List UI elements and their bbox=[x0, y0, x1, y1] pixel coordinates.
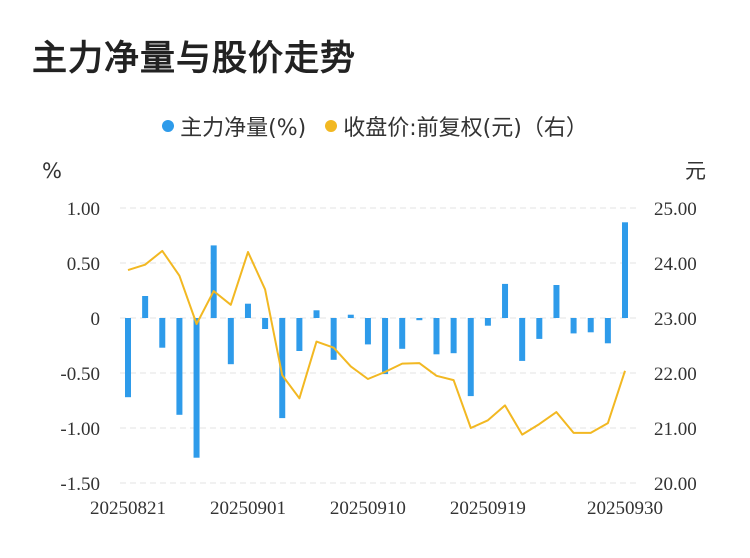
left-tick-label: 0 bbox=[91, 309, 101, 330]
legend-item-price[interactable]: 收盘价:前复权(元)（右） bbox=[325, 110, 588, 142]
net-volume-bar[interactable] bbox=[587, 318, 594, 333]
net-volume-bar[interactable] bbox=[330, 318, 337, 360]
legend-item-net[interactable]: 主力净量(%) bbox=[162, 110, 306, 142]
left-tick-label: -0.50 bbox=[60, 364, 100, 385]
x-tick-label: 20250901 bbox=[210, 498, 286, 519]
legend-marker-net bbox=[162, 120, 175, 132]
net-volume-bar[interactable] bbox=[193, 318, 200, 458]
net-volume-bar[interactable] bbox=[176, 318, 183, 415]
legend-label-price: 收盘价:前复权(元)（右） bbox=[343, 116, 588, 141]
axis-labels: 1.00 0.50 0 -0.50 -1.00 -1.50 25.00 24.00 23.00 2… bbox=[60, 199, 696, 519]
net-volume-bar[interactable] bbox=[244, 303, 251, 318]
left-axis-unit: % bbox=[42, 159, 62, 183]
net-volume-bar[interactable] bbox=[296, 318, 303, 351]
net-volume-bar[interactable] bbox=[364, 318, 371, 345]
net-volume-bar[interactable] bbox=[622, 222, 628, 318]
left-tick-label: -1.00 bbox=[60, 419, 100, 440]
left-tick-label: -1.50 bbox=[60, 474, 100, 495]
chart-title: 主力净量与股价走势 bbox=[32, 39, 357, 79]
net-volume-bar[interactable] bbox=[142, 296, 149, 318]
net-volume-bar[interactable] bbox=[399, 318, 406, 349]
bar-series bbox=[125, 222, 628, 458]
net-volume-bar[interactable] bbox=[313, 310, 320, 318]
left-tick-label: 1.00 bbox=[67, 199, 100, 220]
net-volume-bar[interactable] bbox=[125, 318, 131, 398]
legend-label-net: 主力净量(%) bbox=[180, 116, 307, 141]
right-tick-label: 22.00 bbox=[654, 364, 697, 385]
net-volume-bar[interactable] bbox=[227, 318, 234, 365]
net-volume-bar[interactable] bbox=[553, 285, 560, 318]
x-tick-label: 20250919 bbox=[450, 498, 526, 519]
x-tick-label: 20250930 bbox=[587, 498, 663, 519]
net-volume-bar[interactable] bbox=[519, 318, 526, 361]
net-volume-bar[interactable] bbox=[433, 318, 440, 355]
x-tick-label: 20250910 bbox=[330, 498, 406, 519]
right-axis-unit: 元 bbox=[685, 159, 706, 183]
right-tick-label: 24.00 bbox=[654, 254, 697, 275]
x-tick-label: 20250821 bbox=[90, 498, 166, 519]
net-volume-bar[interactable] bbox=[450, 318, 457, 354]
net-volume-bar[interactable] bbox=[210, 245, 217, 318]
legend-marker-price bbox=[325, 120, 338, 132]
net-volume-bar[interactable] bbox=[484, 318, 491, 326]
net-volume-bar[interactable] bbox=[604, 318, 611, 344]
close-price-line[interactable] bbox=[127, 249, 626, 436]
line-series bbox=[127, 249, 626, 436]
net-volume-bar[interactable] bbox=[416, 318, 423, 321]
net-volume-bar[interactable] bbox=[347, 314, 354, 318]
right-tick-label: 23.00 bbox=[654, 309, 697, 330]
net-volume-bar[interactable] bbox=[570, 318, 577, 334]
net-volume-bar[interactable] bbox=[467, 318, 474, 397]
net-volume-bar[interactable] bbox=[382, 318, 389, 375]
right-tick-label: 20.00 bbox=[654, 474, 697, 495]
net-volume-bar[interactable] bbox=[279, 318, 286, 419]
chart-legend: 主力净量(%) 收盘价:前复权(元)（右） bbox=[0, 110, 750, 142]
net-volume-bar[interactable] bbox=[262, 318, 269, 329]
net-volume-bar[interactable] bbox=[159, 318, 166, 348]
net-volume-bar[interactable] bbox=[502, 283, 509, 318]
net-volume-bar[interactable] bbox=[536, 318, 543, 339]
left-tick-label: 0.50 bbox=[67, 254, 100, 275]
right-tick-label: 21.00 bbox=[654, 419, 697, 440]
right-tick-label: 25.00 bbox=[654, 199, 697, 220]
